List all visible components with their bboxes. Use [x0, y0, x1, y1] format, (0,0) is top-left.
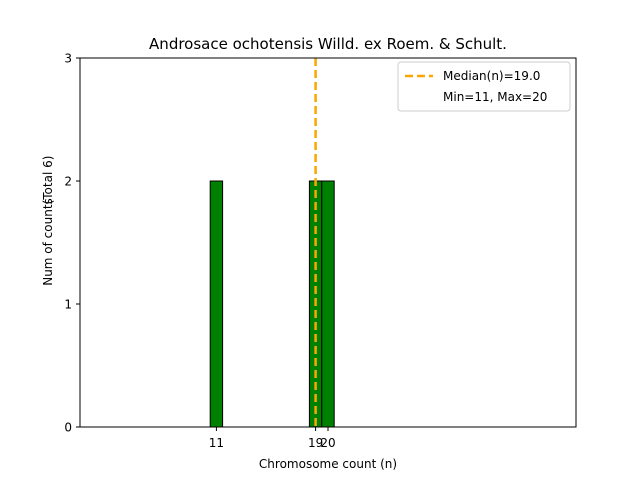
- y-axis-label: Num of counts: [41, 198, 55, 286]
- x-tick-label: 11: [209, 436, 224, 450]
- x-tick-label: 19: [308, 436, 323, 450]
- legend-entry-0: Median(n)=19.0: [443, 69, 540, 83]
- bar-n-20: [321, 180, 335, 428]
- y-axis-total-label: (Total 6): [41, 156, 55, 205]
- legend-box: [397, 61, 571, 112]
- legend: Median(n)=19.0 Min=11, Max=20: [397, 61, 571, 112]
- chart-title: Androsace ochotensis Willd. ex Roem. & S…: [149, 35, 507, 53]
- y-tick-label: 3: [64, 52, 72, 66]
- x-axis-label: Chromosome count (n): [259, 457, 397, 471]
- x-tick-label: 20: [320, 436, 335, 450]
- bar-n-11: [209, 180, 224, 428]
- y-tick-label: 0: [64, 421, 72, 435]
- legend-entry-1: Min=11, Max=20: [443, 90, 547, 104]
- y-tick-label: 2: [64, 175, 72, 189]
- y-tick-label: 1: [64, 298, 72, 312]
